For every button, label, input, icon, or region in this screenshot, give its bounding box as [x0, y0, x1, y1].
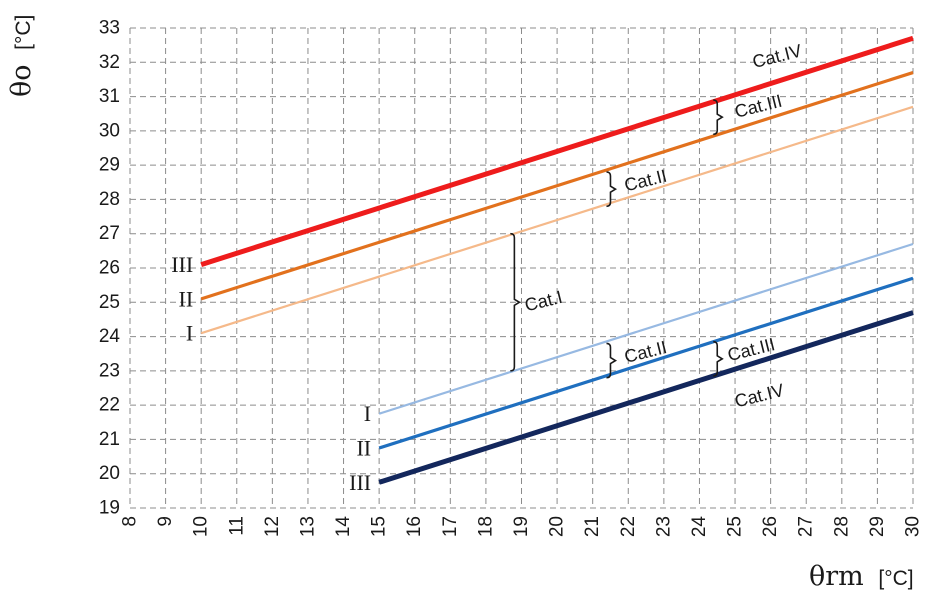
y-axis-symbol: θo [6, 64, 37, 97]
x-tick-label: 17 [440, 516, 461, 537]
series-lines [200, 35, 914, 485]
category-brace [713, 99, 724, 136]
series-line [200, 35, 914, 267]
y-tick-label: 22 [99, 395, 120, 416]
y-tick-label: 30 [99, 120, 120, 141]
x-tick-label: 14 [333, 516, 354, 538]
grid [129, 27, 914, 509]
x-tick-label: 27 [796, 516, 817, 537]
category-braces [510, 99, 724, 379]
x-tick-label: 8 [120, 516, 141, 527]
x-tick-label: 28 [831, 516, 852, 537]
y-tick-label: 33 [99, 18, 120, 39]
y-tick-label: 19 [99, 498, 120, 519]
x-tick-label: 10 [191, 516, 212, 537]
series-label: I [364, 401, 371, 426]
x-tick-label: 22 [618, 516, 639, 537]
x-tick-label: 15 [369, 516, 390, 537]
x-tick-label: 11 [226, 516, 247, 536]
x-tick-label: 18 [475, 516, 496, 537]
y-tick-label: 26 [99, 258, 120, 279]
x-axis-unit: [°C] [878, 567, 913, 590]
x-tick-label: 24 [689, 516, 710, 538]
series-label: I [186, 321, 193, 346]
category-brace [606, 171, 618, 208]
category-brace [713, 340, 724, 377]
x-tick-label: 25 [725, 516, 746, 537]
series-label: III [171, 252, 193, 277]
x-axis-symbol: θrm [809, 561, 864, 592]
x-axis-title: θrm [°C] [809, 561, 914, 592]
x-tick-label: 9 [155, 516, 176, 527]
y-tick-label: 21 [99, 429, 120, 450]
category-annotation: Cat.I [523, 287, 565, 316]
x-tick-label: 26 [760, 516, 781, 537]
series-label: II [356, 436, 371, 461]
x-tick-label: 23 [653, 516, 674, 537]
x-tick-label: 20 [547, 516, 568, 537]
y-tick-labels: 19 20 21 22 23 24 25 26 27 28 29 30 31 32 33 [99, 18, 121, 519]
x-tick-label: 30 [903, 516, 924, 537]
y-tick-label: 24 [99, 326, 121, 347]
series-line [378, 276, 914, 450]
category-annotation: Cat.IV [750, 40, 803, 72]
category-brace [510, 232, 521, 372]
series-label: III [349, 470, 371, 495]
y-axis-unit: [°C] [12, 15, 35, 50]
x-tick-label: 21 [582, 516, 603, 537]
y-tick-label: 23 [99, 360, 120, 381]
series-line [200, 105, 914, 335]
x-tick-label: 12 [262, 516, 283, 537]
series-line [200, 71, 914, 301]
series-line [378, 242, 914, 415]
y-tick-label: 27 [99, 223, 120, 244]
y-tick-label: 32 [99, 52, 120, 73]
series-line [378, 310, 914, 485]
series-label: II [179, 286, 194, 311]
y-tick-label: 25 [99, 292, 120, 313]
y-axis-title: θo [°C] [6, 15, 37, 97]
y-tick-label: 31 [99, 86, 120, 107]
x-tick-label: 13 [297, 516, 318, 537]
category-annotation: Cat.IV [733, 380, 786, 412]
x-tick-label: 29 [867, 516, 888, 537]
x-tick-labels: 8 9 10 11 12 13 14 15 16 17 18 19 20 21 22 23 24 25 26 27 28… [120, 516, 924, 538]
category-brace [606, 342, 618, 379]
y-tick-label: 20 [99, 463, 120, 484]
y-tick-label: 29 [99, 155, 120, 176]
x-tick-label: 19 [511, 516, 532, 537]
y-tick-label: 28 [99, 189, 120, 210]
x-tick-label: 16 [404, 516, 425, 537]
